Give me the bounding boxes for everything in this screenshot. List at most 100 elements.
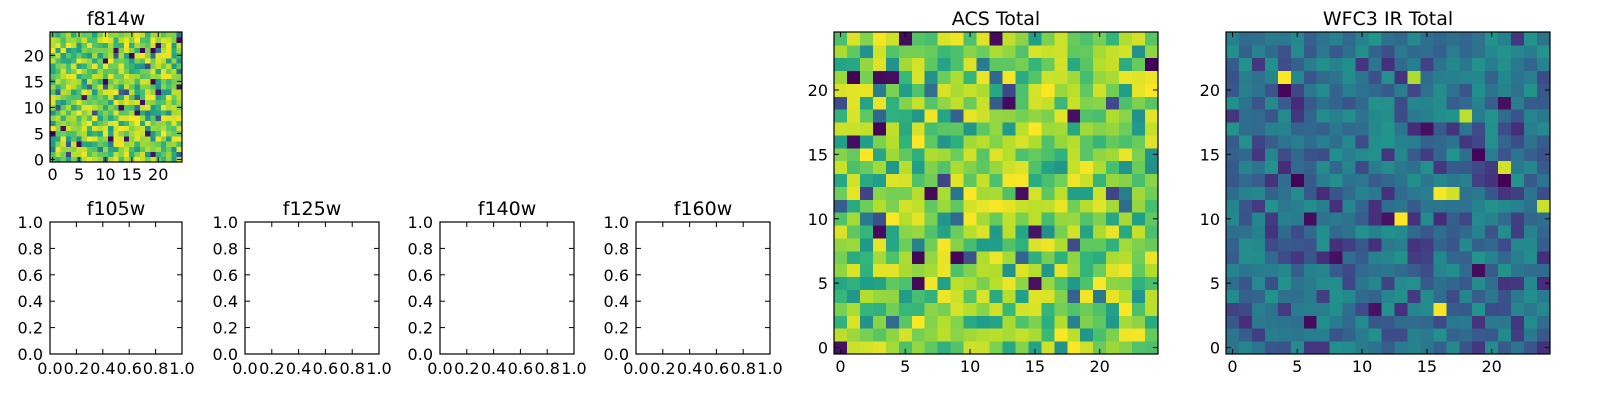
heatmap-cell: [1524, 135, 1538, 149]
heatmap-cell: [81, 68, 88, 74]
heatmap-cell: [885, 57, 900, 72]
heatmap-cell: [1093, 135, 1107, 149]
x-tick-label: 0.4: [286, 359, 311, 378]
heatmap-cell: [963, 199, 977, 213]
heatmap-cell: [1028, 263, 1042, 278]
heatmap-cell: [1226, 96, 1240, 110]
heatmap-cell: [1080, 315, 1094, 329]
heatmap-cell: [872, 328, 887, 342]
heatmap-cell: [1251, 70, 1266, 84]
y-tick-label: 0.2: [604, 319, 629, 338]
heatmap-cell: [989, 96, 1003, 110]
heatmap-cell: [859, 341, 874, 355]
heatmap-cell: [50, 151, 56, 158]
heatmap-cell: [1028, 83, 1042, 97]
heatmap-cell: [171, 99, 178, 106]
heatmap-cell: [176, 99, 183, 106]
heatmap-cell: [937, 225, 952, 239]
heatmap-cell: [171, 84, 178, 90]
heatmap-cell: [885, 263, 900, 278]
heatmap-cell: [55, 156, 61, 163]
heatmap-cell: [1067, 173, 1081, 187]
heatmap-cell: [924, 302, 939, 316]
x-tick-label: 0.6: [116, 359, 141, 378]
heatmap-cell: [1290, 263, 1305, 278]
heatmap-cell: [1277, 186, 1292, 200]
heatmap-cell: [150, 73, 156, 80]
heatmap-cell: [834, 96, 848, 110]
heatmap-cell: [1498, 109, 1512, 123]
heatmap-cell: [102, 73, 109, 80]
heatmap-cell: [1381, 199, 1395, 213]
heatmap-cell: [1485, 212, 1499, 226]
heatmap-cell: [1381, 160, 1395, 175]
heatmap-cell: [1028, 70, 1042, 84]
heatmap-cell: [911, 289, 926, 303]
heatmap-cell: [60, 136, 67, 142]
heatmap-cell: [97, 151, 104, 158]
heatmap-cell: [846, 160, 861, 175]
heatmap-cell: [1002, 147, 1016, 162]
heatmap-cell: [1145, 315, 1159, 329]
heatmap-cell: [1067, 315, 1081, 329]
heatmap-cell: [1498, 315, 1512, 329]
heatmap-cell: [145, 130, 151, 137]
heatmap-cell: [1106, 160, 1120, 175]
heatmap-cell: [50, 120, 56, 126]
heatmap-cell: [1368, 173, 1382, 187]
heatmap-cell: [1106, 96, 1120, 110]
heatmap-cell: [834, 109, 848, 123]
heatmap-cell: [1067, 96, 1081, 110]
heatmap-cell: [1238, 83, 1253, 97]
heatmap-cell: [898, 302, 913, 316]
heatmap-cell: [55, 130, 61, 137]
heatmap-cell: [1145, 199, 1159, 213]
heatmap-cell: [123, 63, 130, 69]
heatmap-cell: [1303, 96, 1318, 110]
heatmap-cell: [859, 70, 874, 84]
heatmap-cell: [1054, 225, 1068, 239]
heatmap-cell: [108, 52, 114, 59]
heatmap-cell: [55, 89, 61, 95]
heatmap-cell: [1472, 212, 1486, 226]
heatmap-cell: [123, 73, 130, 80]
heatmap-cell: [1459, 96, 1473, 110]
heatmap-cell: [950, 263, 964, 278]
heatmap-cell: [846, 225, 861, 239]
heatmap-cell: [1238, 328, 1253, 342]
heatmap-cell: [65, 68, 72, 74]
heatmap-cell: [150, 120, 156, 126]
heatmap-cell: [1316, 122, 1331, 136]
heatmap-cell: [989, 341, 1003, 355]
heatmap-cell: [1251, 147, 1266, 162]
heatmap-cell: [1067, 328, 1081, 342]
heatmap-cell: [1433, 122, 1447, 136]
heatmap-cell: [166, 146, 172, 152]
heatmap-cell: [65, 110, 72, 116]
heatmap-cell: [1394, 250, 1408, 265]
heatmap-cell: [1407, 212, 1421, 226]
heatmap-cell: [150, 78, 156, 85]
heatmap-cell: [92, 156, 98, 163]
y-tick-label: 0.0: [408, 345, 433, 364]
heatmap-cell: [81, 52, 88, 59]
heatmap-cell: [1446, 238, 1460, 252]
heatmap-cell: [123, 136, 130, 142]
x-tick-label: 5: [74, 165, 84, 184]
heatmap-cell: [834, 212, 848, 226]
heatmap-cell: [1511, 315, 1525, 329]
heatmap-cell: [989, 199, 1003, 213]
heatmap-cell: [160, 84, 167, 90]
heatmap-cell: [65, 136, 72, 142]
heatmap-cell: [1080, 289, 1094, 303]
heatmap-cell: [989, 250, 1003, 265]
heatmap-cell: [139, 63, 146, 69]
heatmap-cell: [1498, 341, 1512, 355]
heatmap-cell: [123, 115, 130, 121]
y-tick-label: 0: [818, 339, 828, 358]
heatmap-cell: [71, 136, 77, 142]
heatmap-cell: [976, 276, 990, 290]
heatmap-cell: [924, 135, 939, 149]
heatmap-cell: [55, 52, 61, 59]
heatmap-cell: [1368, 32, 1382, 46]
